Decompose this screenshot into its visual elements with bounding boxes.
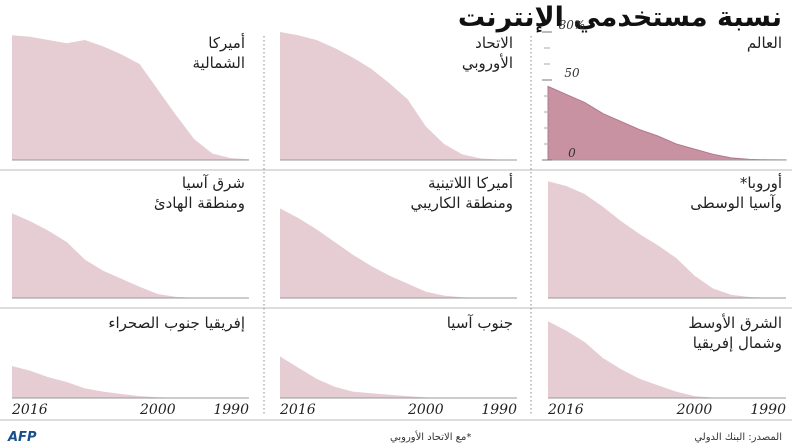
area-1 — [547, 85, 787, 161]
panel-label-5: أميركا اللاتينية ومنطقة الكاريبي — [410, 173, 513, 213]
panel-label-line: إفريقيا جنوب الصحراء — [108, 314, 245, 332]
year-label-col3-2000: 2000 — [139, 402, 176, 418]
year-label-col3-1990: 1990 — [213, 402, 249, 418]
footnote: *مع الاتحاد الأوروبي — [390, 432, 472, 443]
source-note: المصدر: البنك الدولي — [694, 432, 782, 443]
y-tick-label-2: 50 — [564, 66, 580, 80]
panel-label-line: وشمال إفريقيا — [693, 334, 782, 352]
panel-label-line: جنوب آسيا — [447, 314, 513, 332]
area-6 — [12, 213, 249, 298]
year-label-col2-1990: 1990 — [481, 402, 517, 418]
panel-label-3: أميركا الشمالية — [193, 33, 246, 72]
area-8 — [280, 356, 517, 398]
afp-logo: AFP — [8, 430, 37, 445]
panel-label-line: ومنطقة الكاريبي — [410, 194, 513, 213]
panel-label-line: الأوروبي — [462, 53, 513, 73]
year-label-col1-2016: 2016 — [547, 402, 584, 418]
panel-label-4: أوروبا* وآسيا الوسطى — [690, 173, 782, 212]
area-7 — [548, 321, 786, 398]
panel-label-1: العالم — [747, 34, 782, 52]
panel-label-line: العالم — [747, 34, 782, 52]
panel-label-line: وآسيا الوسطى — [690, 194, 782, 212]
panel-label-line: أوروبا* — [740, 173, 782, 192]
panel-label-2: الاتحاد الأوروبي — [462, 34, 513, 73]
panel-label-line: أميركا اللاتينية — [428, 173, 513, 192]
y-tick-label-3: 0 — [568, 146, 576, 160]
year-label-col2-2000: 2000 — [407, 402, 444, 418]
year-label-col1-2000: 2000 — [676, 402, 713, 418]
panel-label-8: جنوب آسيا — [447, 314, 513, 332]
area-5 — [280, 208, 517, 298]
panel-label-line: الاتحاد — [475, 34, 513, 52]
panel-label-line: شرق آسيا — [182, 174, 245, 192]
panel-label-line: الشمالية — [193, 54, 246, 72]
panel-label-7: الشرق الأوسط وشمال إفريقيا — [688, 313, 782, 352]
panel-label-6: شرق آسيا ومنطقة الهادئ — [154, 174, 245, 212]
area-2 — [280, 32, 517, 160]
year-label-col3-2016: 2016 — [11, 402, 48, 418]
chart-title: نسبة مستخدمي الإنترنت — [457, 2, 782, 33]
area-3 — [12, 35, 249, 161]
panel-label-9: إفريقيا جنوب الصحراء — [108, 314, 245, 332]
panel-label-line: ومنطقة الهادئ — [154, 194, 245, 212]
year-label-col1-1990: 1990 — [750, 402, 786, 418]
area-4 — [548, 181, 786, 298]
y-tick-label-1: 80% — [559, 18, 586, 32]
area-9 — [12, 366, 249, 398]
panel-label-line: أميركا — [208, 33, 245, 52]
year-label-col2-2016: 2016 — [279, 402, 316, 418]
panel-label-line: الشرق الأوسط — [688, 313, 782, 332]
